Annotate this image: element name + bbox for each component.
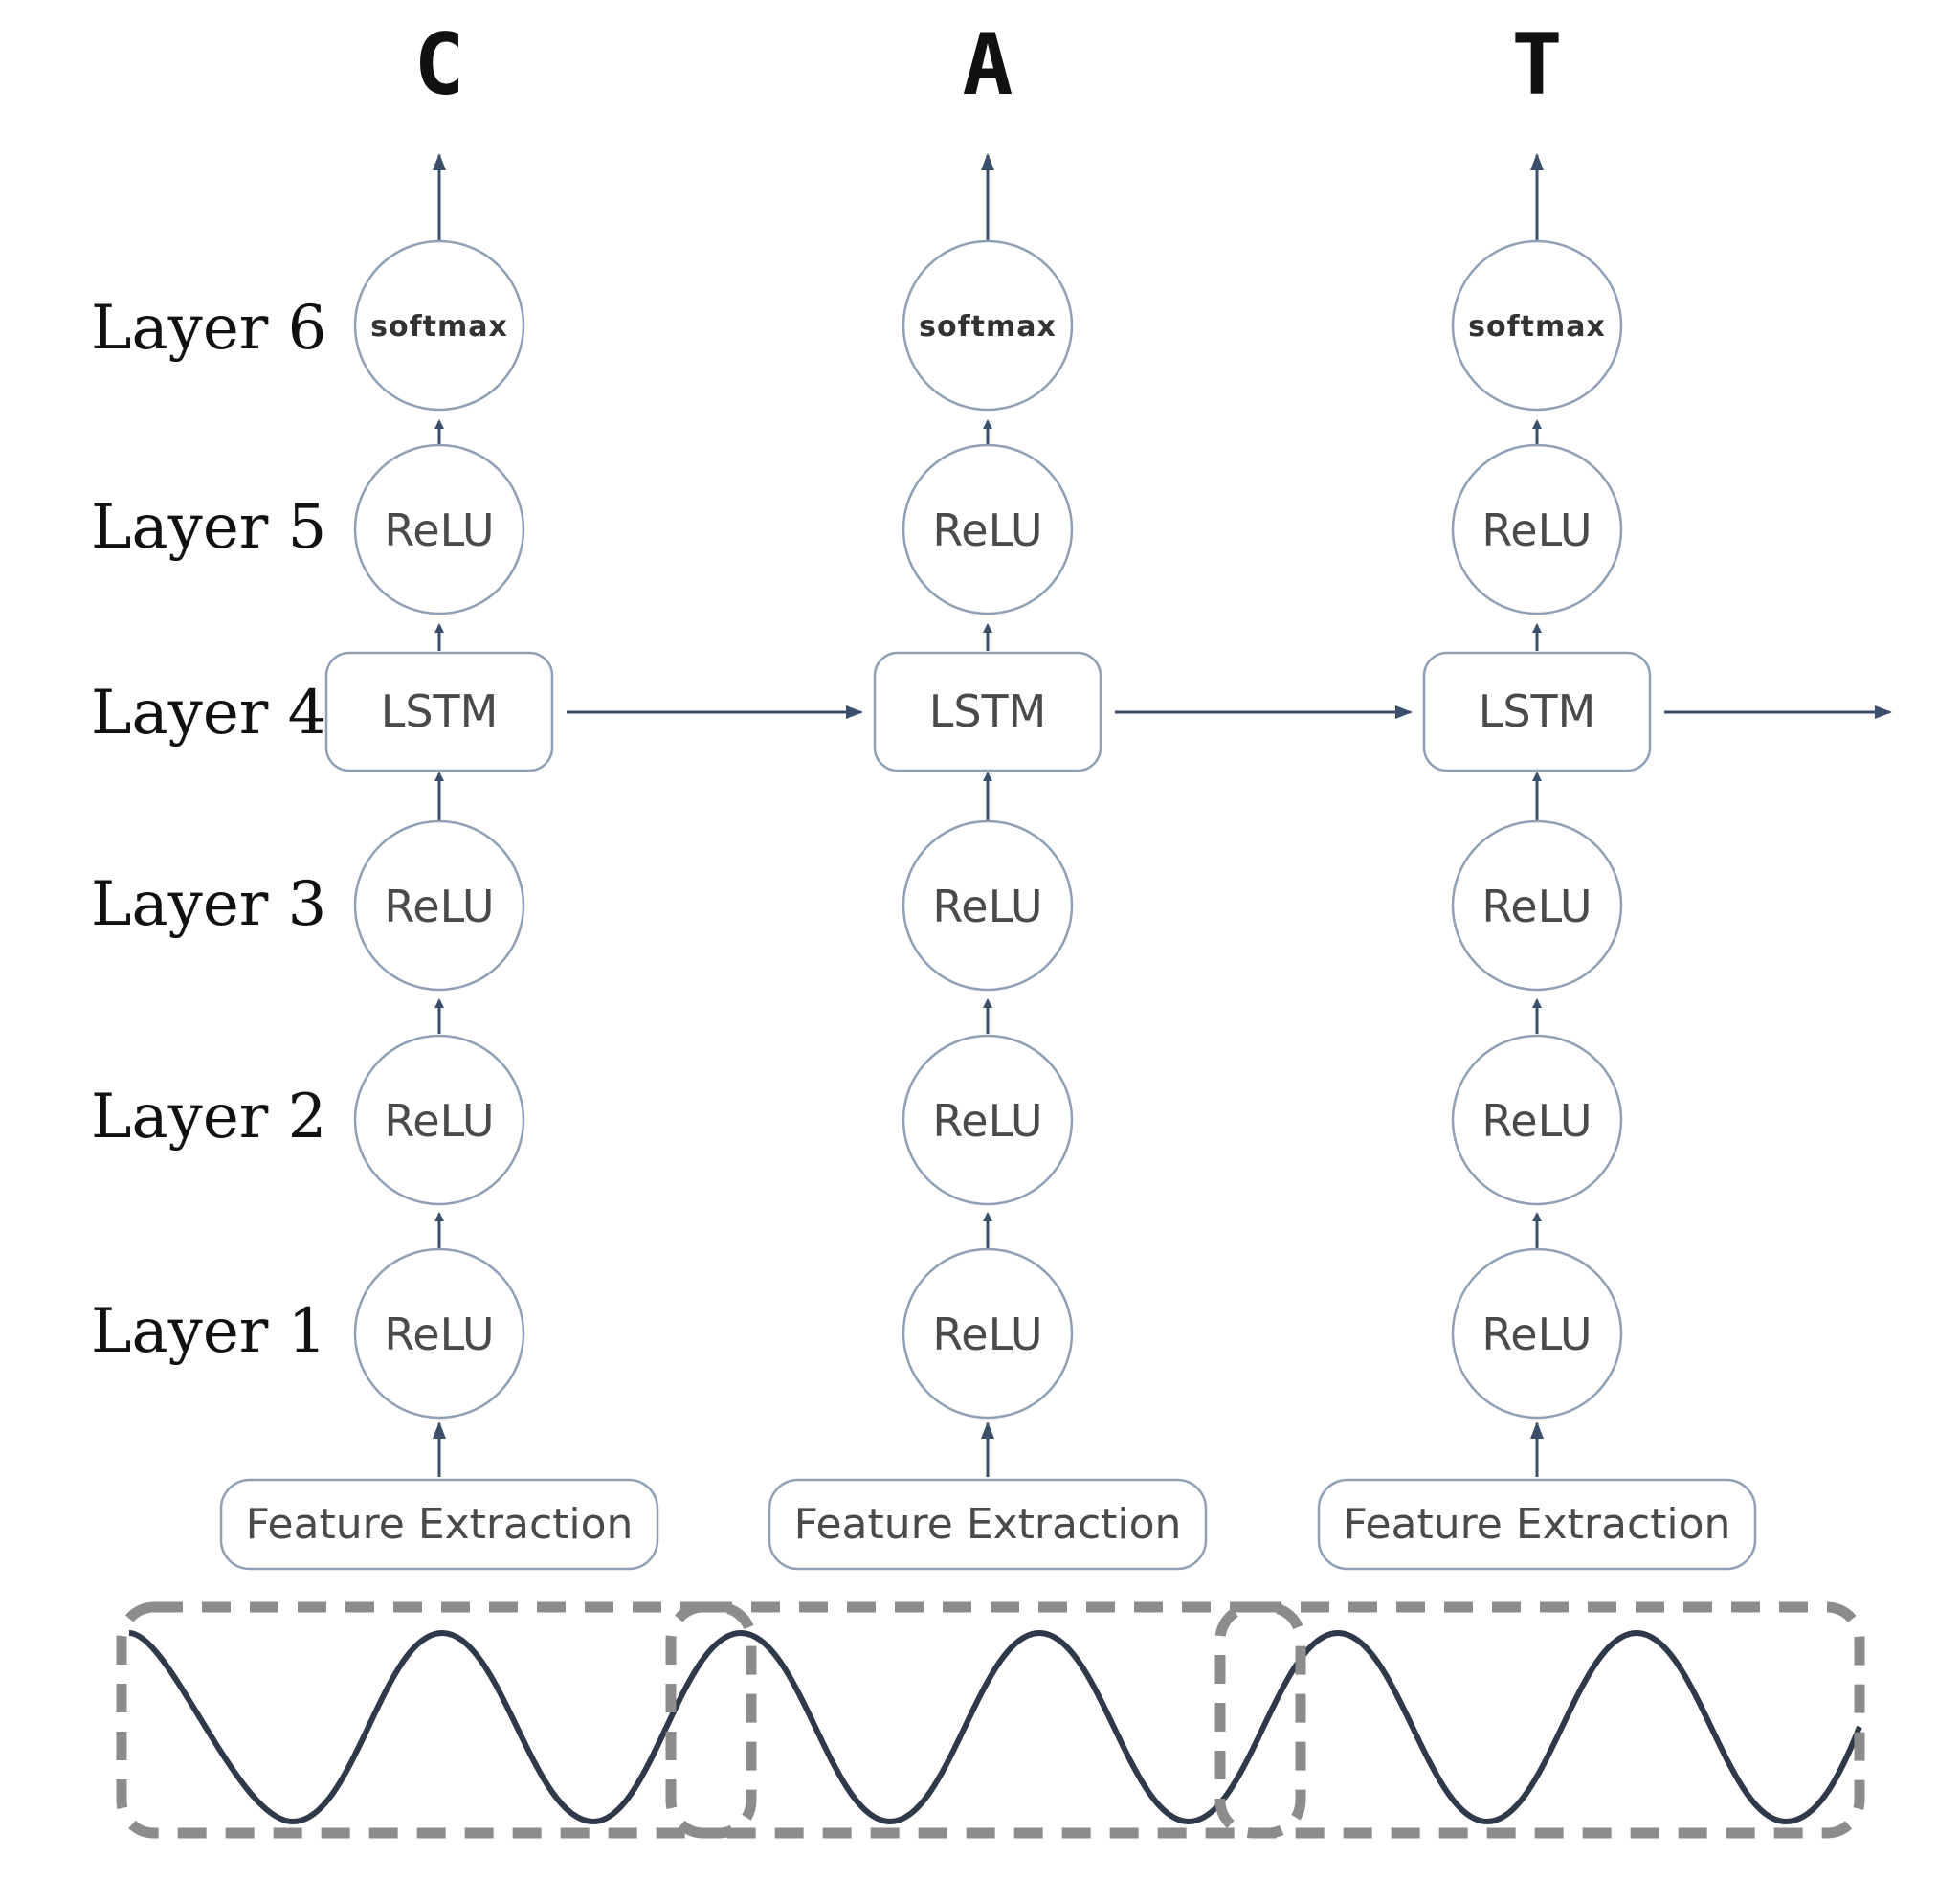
relu-node-layer-3 (902, 819, 1074, 992)
relu-label-layer-5: ReLU (384, 504, 494, 556)
lstm-node (324, 651, 554, 772)
lstm-label: LSTM (381, 685, 499, 737)
layer-1-label: Layer 1 (91, 1296, 326, 1367)
feature-extraction-box (219, 1478, 659, 1571)
output-letter-c: C (414, 15, 465, 114)
relu-node-layer-1 (1451, 1247, 1623, 1420)
relu-node-layer-3 (1451, 819, 1623, 992)
relu-node-layer-1 (902, 1247, 1074, 1420)
relu-node-layer-3 (353, 819, 525, 992)
feature-extraction-label: Feature Extraction (246, 1500, 634, 1549)
window-2 (665, 1601, 1306, 1839)
relu-node-layer-2 (1451, 1034, 1623, 1206)
window-1 (116, 1601, 757, 1839)
layer-5-label: Layer 5 (91, 492, 326, 563)
feature-extraction-box (768, 1478, 1208, 1571)
relu-node-layer-2 (353, 1034, 525, 1206)
column-2: softmax ReLU LSTM ReLU ReLU ReLU Feature… (768, 153, 1208, 1571)
layer-3-label: Layer 3 (91, 869, 326, 940)
softmax-node (902, 239, 1074, 412)
relu-label-layer-1: ReLU (1481, 1309, 1592, 1360)
layer-6-label: Layer 6 (91, 293, 326, 364)
audio-waveform (128, 1629, 1862, 1825)
relu-label-layer-2: ReLU (1481, 1095, 1592, 1147)
relu-node-layer-5 (1451, 443, 1623, 615)
relu-node-layer-5 (353, 443, 525, 615)
relu-node-layer-2 (902, 1034, 1074, 1206)
output-letter-t: T (1512, 15, 1563, 114)
relu-node-layer-1 (353, 1247, 525, 1420)
relu-label-layer-3: ReLU (1481, 881, 1592, 932)
window-3 (1214, 1601, 1865, 1839)
feature-extraction-label: Feature Extraction (1344, 1500, 1731, 1549)
layer-4-label: Layer 4 (91, 678, 326, 749)
lstm-node (873, 651, 1102, 772)
relu-label-layer-2: ReLU (384, 1095, 494, 1147)
softmax-label: softmax (1468, 310, 1606, 344)
column-1: softmax ReLU LSTM ReLU ReLU ReLU Feature… (219, 153, 659, 1571)
feature-extraction-label: Feature Extraction (794, 1500, 1182, 1549)
output-letter-a: A (963, 15, 1013, 114)
relu-label-layer-1: ReLU (384, 1309, 494, 1360)
layer-2-label: Layer 2 (91, 1082, 326, 1152)
lstm-node (1422, 651, 1652, 772)
relu-label-layer-3: ReLU (932, 881, 1042, 932)
softmax-label: softmax (919, 310, 1057, 344)
softmax-label: softmax (370, 310, 508, 344)
relu-label-layer-2: ReLU (932, 1095, 1042, 1147)
column-3: softmax ReLU LSTM ReLU ReLU ReLU Feature… (1317, 153, 1757, 1571)
lstm-label: LSTM (929, 685, 1047, 737)
relu-label-layer-5: ReLU (932, 504, 1042, 556)
relu-node-layer-5 (902, 443, 1074, 615)
feature-extraction-box (1317, 1478, 1757, 1571)
relu-label-layer-5: ReLU (1481, 504, 1592, 556)
relu-label-layer-3: ReLU (384, 881, 494, 932)
softmax-node (1451, 239, 1623, 412)
softmax-node (353, 239, 525, 412)
relu-label-layer-1: ReLU (932, 1309, 1042, 1360)
lstm-label: LSTM (1479, 685, 1596, 737)
